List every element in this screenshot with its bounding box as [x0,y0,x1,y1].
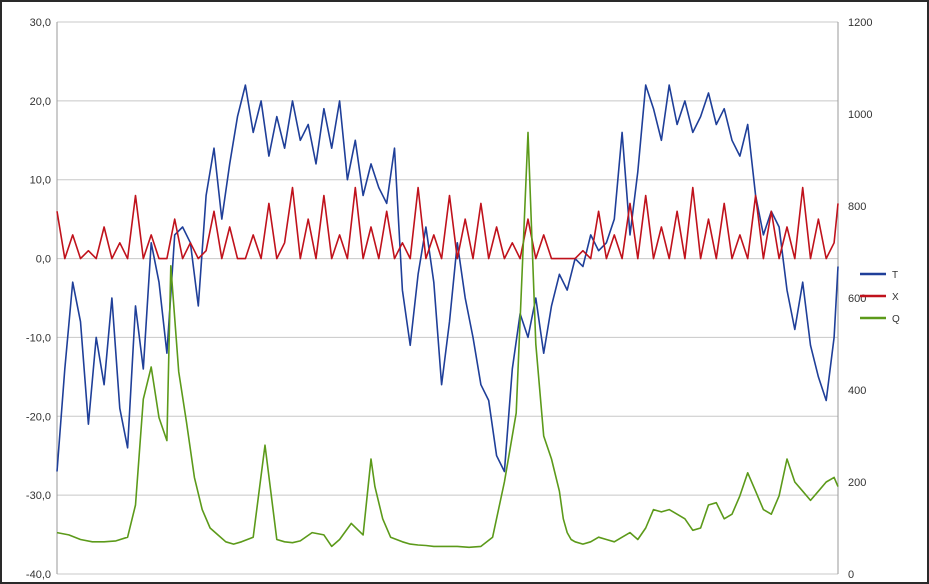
legend: TXQ [860,270,900,325]
legend-label-q: Q [892,314,900,325]
legend-label-t: T [892,270,898,281]
series-line-t [56,84,839,473]
left-tick-label: 10,0 [30,175,51,187]
legend-label-x: X [892,292,899,303]
left-tick-label: 20,0 [30,96,51,108]
right-tick-label: 1000 [848,109,872,121]
left-tick-label: -20,0 [26,411,51,423]
right-tick-label: 1200 [848,17,872,29]
series-lines [56,84,839,549]
left-tick-label: -40,0 [26,569,51,581]
left-axis-labels: 30,0 20,0 10,0 0,0 -10,0 -20,0 -30,0 -40,0 [26,17,51,581]
right-tick-label: 0 [848,569,854,581]
right-tick-label: 200 [848,477,866,489]
gridlines [56,21,839,575]
series-line-q [56,131,839,549]
left-tick-label: -10,0 [26,332,51,344]
left-tick-label: 30,0 [30,17,51,29]
right-tick-label: 400 [848,385,866,397]
right-tick-label: 800 [848,201,866,213]
series-line-x [56,186,839,260]
left-tick-label: 0,0 [36,254,51,266]
left-tick-label: -30,0 [26,490,51,502]
